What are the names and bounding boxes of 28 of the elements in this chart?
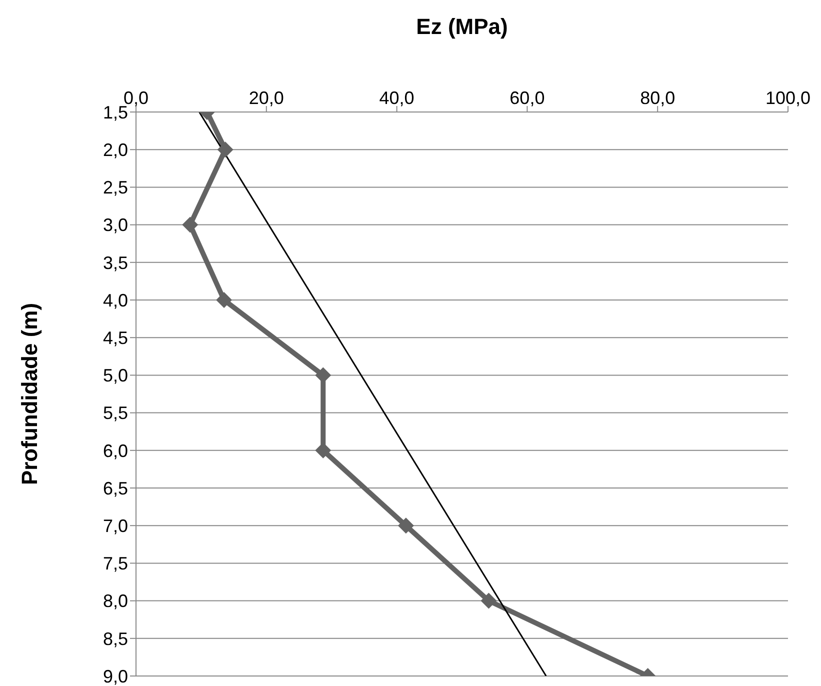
y-tick-label: 6,0 [102,440,128,461]
y-tick-label: 8,0 [102,591,128,612]
y-tick-label: 4,5 [102,328,128,348]
y-tick-label: 3,0 [102,215,128,236]
x-tick-label: 80,0 [640,88,676,108]
x-tick-label: 40,0 [379,88,414,108]
y-tick-label: 7,5 [102,554,128,574]
y-tick-label: 4,0 [102,290,128,310]
point [480,592,497,609]
y-tick-label: 7,0 [102,516,128,536]
x-tick-label: 60,0 [510,88,545,108]
x-tick-label: 20,0 [248,88,284,108]
y-tick-label: 3,5 [102,252,128,273]
point [398,518,414,534]
point [216,292,232,308]
y-tick-label: 5,5 [102,403,128,424]
y-tick-label: 8,5 [102,628,128,649]
x-tick-label: 0,0 [123,88,149,108]
y-axis-title: Profundidade (m) [17,302,43,486]
y-tick-label: 6,5 [102,478,128,498]
y-tick-label: 9,0 [102,666,128,686]
point [182,216,198,233]
x-tick-label: 100,0 [765,88,811,108]
y-tick-label: 2,0 [102,140,128,160]
x-axis-title: Ez (MPa) [415,14,509,40]
point [217,142,234,158]
y-tick-label: 2,5 [102,178,128,198]
y-tick-label: 5,0 [102,366,128,386]
